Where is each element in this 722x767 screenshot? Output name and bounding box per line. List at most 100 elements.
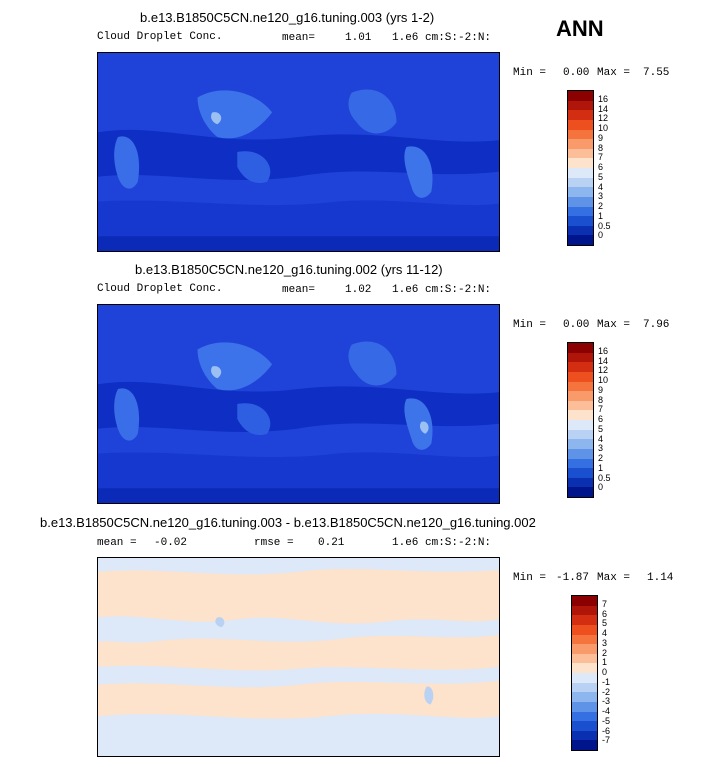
colorbar-tick-label: 3 [602,637,608,648]
colorbar-segment [572,644,597,654]
panel2-max-label: Max = [597,319,631,331]
colorbar-segment [568,420,593,430]
colorbar-segment [568,381,593,392]
colorbar-tick-label: 10 [598,123,609,133]
colorbar-segment [568,362,593,372]
panel3-colorbar-ticks: 7 6 5 4 3 2 1 0 -1 -2 -3 -4 -5 -6 -7 [602,595,642,751]
colorbar-segment [568,216,593,226]
colorbar-segment [568,439,593,449]
colorbar-tick-label: 6 [602,608,608,619]
colorbar-tick-label: -6 [602,725,611,736]
colorbar-tick-label: 0 [602,667,608,677]
colorbar-tick-label: 5 [602,618,608,629]
colorbar-segment [568,168,593,178]
panel2-mean-value: 1.02 [345,284,372,296]
colorbar-segment [572,692,597,702]
panel3-title: b.e13.B1850C5CN.ne120_g16.tuning.003 - b… [40,515,536,530]
panel2-units: 1.e6 cm:S:-2:N: [392,284,492,296]
colorbar-tick-label: 16 [598,345,609,356]
colorbar-segment [568,235,593,245]
colorbar-segment [572,673,597,683]
panel1-units: 1.e6 cm:S:-2:N: [392,32,492,44]
colorbar-segment [572,701,597,712]
colorbar-segment [568,206,593,217]
colorbar-segment [572,615,597,625]
panel1-min-value: 0.00 [563,67,590,79]
panel2-colorbar-ticks: 16 14 12 10 9 8 7 6 5 4 3 2 1 0.5 0 [598,342,638,498]
panel2-min-value: 0.00 [563,319,590,331]
panel3-mean-label: mean = [97,537,137,549]
colorbar-tick-label: 1 [602,657,608,668]
colorbar-tick-label: 14 [598,355,609,366]
colorbar-segment [568,448,593,459]
panel3-map-svg [98,558,499,756]
colorbar-tick-label: 10 [598,375,609,385]
colorbar-segment [568,487,593,497]
colorbar-segment [568,225,593,236]
colorbar-segment [568,458,593,469]
colorbar-tick-label: 2 [598,201,604,211]
colorbar-segment [568,391,593,401]
colorbar-tick-label: 0 [598,230,604,241]
colorbar-segment [568,100,593,111]
colorbar-tick-label: 14 [598,103,609,114]
colorbar-segment [572,730,597,741]
colorbar-tick-label: 1 [598,210,604,221]
colorbar-tick-label: 0.5 [598,472,611,483]
colorbar-tick-label: 1 [598,462,604,473]
colorbar-segment [568,343,593,353]
colorbar-tick-label: -5 [602,715,611,726]
colorbar-tick-label: 2 [598,453,604,463]
colorbar-segment [568,468,593,478]
colorbar-tick-label: -4 [602,706,611,716]
panel2-min-label: Min = [513,319,547,331]
colorbar-tick-label: 3 [598,443,604,454]
colorbar-segment [572,653,597,664]
colorbar-segment [572,721,597,731]
colorbar-tick-label: -2 [602,686,611,697]
colorbar-tick-label: 2 [602,647,608,658]
panel3-min-label: Min = [513,572,547,584]
colorbar-segment [572,605,597,616]
colorbar-tick-label: 0 [598,482,604,493]
colorbar-segment [572,663,597,673]
colorbar-tick-label: 4 [598,181,604,192]
panel1-colorbar-ticks: 16 14 12 10 9 8 7 6 5 4 3 2 1 0.5 0 [598,90,638,246]
panel1-variable: Cloud Droplet Conc. [97,31,223,43]
colorbar-tick-label: 9 [598,384,604,395]
panel2-mean-label: mean= [282,284,316,296]
colorbar-segment [568,400,593,411]
panel1-map [97,52,500,252]
colorbar-tick-label: 5 [598,171,604,182]
panel3-min-value: -1.87 [556,572,590,584]
panel2-map [97,304,500,504]
panel3-max-value: 1.14 [647,572,674,584]
panel2-colorbar [567,342,594,498]
colorbar-segment [568,129,593,140]
colorbar-tick-label: 12 [598,365,609,376]
panel1-min-label: Min = [513,67,547,79]
colorbar-tick-label: -3 [602,696,611,707]
colorbar-tick-label: 8 [598,394,604,405]
colorbar-segment [572,634,597,645]
colorbar-tick-label: 7 [598,152,604,163]
colorbar-tick-label: 5 [598,423,604,434]
panel2-title: b.e13.B1850C5CN.ne120_g16.tuning.002 (yr… [135,262,443,277]
colorbar-segment [568,177,593,188]
colorbar-tick-label: 7 [598,404,604,415]
colorbar-tick-label: 12 [598,113,609,124]
panel1-map-svg [98,53,499,251]
season-label: ANN [556,16,604,41]
colorbar-segment [568,148,593,159]
colorbar-tick-label: 8 [598,142,604,153]
colorbar-tick-label: 16 [598,93,609,104]
panel1-mean-label: mean= [282,32,316,44]
colorbar-segment [568,429,593,440]
panel3-colorbar [571,595,598,751]
colorbar-segment [568,158,593,168]
panel1-max-value: 7.55 [643,67,670,79]
colorbar-segment [572,682,597,693]
panel3-mean-value: -0.02 [154,537,188,549]
panel2-map-svg [98,305,499,503]
panel1-title: b.e13.B1850C5CN.ne120_g16.tuning.003 (yr… [140,10,435,25]
